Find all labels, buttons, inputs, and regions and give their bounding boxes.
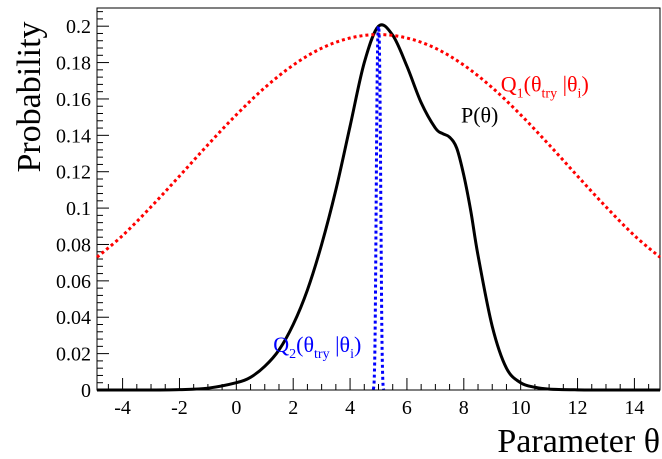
x-tick-label: -2: [171, 397, 188, 419]
y-axis-title: Probability: [11, 21, 48, 172]
x-tick-label: 6: [402, 397, 412, 419]
x-tick-label: 12: [568, 397, 588, 419]
x-tick-label: 2: [288, 397, 298, 419]
y-tick-label: 0: [81, 380, 91, 402]
x-tick-label: 0: [231, 397, 241, 419]
series-line-3: [373, 26, 383, 389]
y-tick-label: 0.18: [56, 53, 91, 75]
series-line-2: [97, 35, 660, 258]
y-tick-label: 0.08: [56, 234, 91, 256]
y-tick-label: 0.12: [56, 162, 91, 184]
x-tick-label: 8: [459, 397, 469, 419]
x-tick-label: 14: [624, 397, 644, 419]
y-tick-label: 0.2: [66, 16, 91, 38]
x-tick-label: 4: [345, 397, 355, 419]
y-tick-label: 0.1: [66, 198, 91, 220]
x-tick-label: 10: [511, 397, 531, 419]
y-tick-label: 0.14: [56, 125, 91, 147]
annotation-layer: P(θ)Q1(θtry |θi) Q2(θtry |θi): [273, 72, 588, 362]
x-axis-title: Parameter θ: [497, 423, 660, 459]
annotation-q1: Q1(θtry |θi): [501, 72, 589, 102]
y-tick-label: 0.06: [56, 271, 91, 293]
y-tick-label: 0.04: [56, 307, 91, 329]
annotation-q2: Q2(θtry |θi): [273, 332, 361, 362]
annotation-p: P(θ): [461, 103, 498, 128]
y-tick-label: 0.16: [56, 89, 91, 111]
y-tick-label: 0.02: [56, 344, 91, 366]
x-tick-label: -4: [114, 397, 131, 419]
